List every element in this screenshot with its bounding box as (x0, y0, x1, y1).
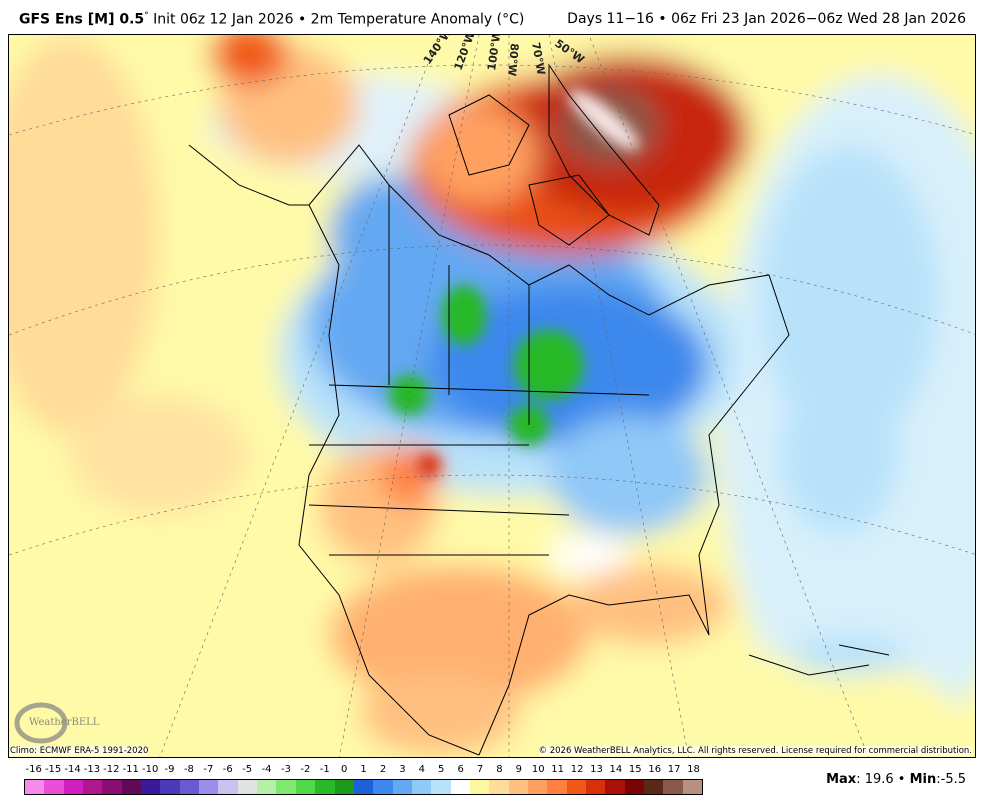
colorbar-tick-label: 3 (399, 764, 406, 775)
colorbar-tick-label: -13 (83, 764, 101, 775)
lon-label: 70°W (529, 41, 548, 76)
colorbar-tick-label: 9 (515, 764, 523, 775)
colorbar-tick-label: -15 (44, 764, 62, 775)
colorbar-tick-label: 13 (590, 764, 603, 775)
colorbar-swatch (566, 780, 586, 794)
colorbar-swatch (605, 780, 625, 794)
climo-note: Climo: ECMWF ERA-5 1991-2020 (10, 746, 149, 756)
colorbar-tick-label: 11 (551, 764, 565, 775)
colorbar-swatch (25, 780, 45, 794)
colorbar-swatch (179, 780, 200, 794)
colorbar-tick-label: -4 (261, 764, 272, 775)
colorbar-swatch (276, 780, 296, 794)
colorbar-swatch (585, 780, 606, 794)
weatherbell-logo: WeatherBELL (14, 702, 100, 744)
model-name: GFS Ens [M] 0.5 (19, 11, 145, 28)
colorbar-swatch (527, 780, 548, 794)
colorbar-tick-label: 15 (628, 764, 642, 775)
colorbar-tick-label: 0 (341, 764, 348, 775)
colorbar-swatch (44, 780, 64, 794)
min-label: Min (909, 772, 937, 787)
colorbar-tick-label: -3 (280, 764, 291, 775)
colorbar-tick-label: 7 (476, 764, 484, 775)
max-min-readout: Max: 19.6 • Min:-5.5 (826, 772, 966, 787)
colorbar-tick-label: -14 (64, 764, 81, 775)
colorbar-swatch (682, 780, 703, 794)
colorbar-tick-label: 14 (609, 764, 623, 775)
colorbar-swatch (450, 780, 470, 794)
colorbar-tick-label: -6 (222, 764, 233, 775)
init-time: Init 06z 12 Jan 2026 (153, 11, 294, 28)
colorbar-tick-label: -5 (242, 764, 253, 775)
colorbar-swatch (295, 780, 316, 794)
map-title: GFS Ens [M] 0.5° Init 06z 12 Jan 2026 • … (19, 11, 524, 28)
max-value: : 19.6 (856, 772, 894, 787)
colorbar-tick-label: -7 (203, 764, 214, 775)
colorbar-swatch (83, 780, 103, 794)
colorbar-swatch (199, 780, 219, 794)
colorbar-swatch (663, 780, 683, 794)
colorbar-swatch (469, 780, 490, 794)
colorbar-tick-label: 8 (496, 764, 503, 775)
map-canvas: 140°W 120°W 100°W 80°W 70°W 50°W Weather… (9, 35, 975, 757)
valid-period: Days 11−16 • 06z Fri 23 Jan 2026−06z Wed… (567, 11, 966, 27)
colorbar-tick-label: 10 (531, 764, 545, 775)
colorbar-tick-label: -16 (25, 764, 42, 775)
colorbar-swatch (353, 780, 374, 794)
coastlines-and-borders (188, 63, 890, 756)
colorbar-tick-label: 12 (570, 764, 584, 775)
anomaly-shading (9, 35, 975, 757)
colorbar-swatch (624, 780, 644, 794)
colorbar-tick-label: 2 (379, 764, 387, 775)
colorbar-tick-label: 6 (457, 764, 464, 775)
colorbar-swatch (218, 780, 238, 794)
colorbar-tick-label: -8 (183, 764, 194, 775)
colorbar-swatch (257, 780, 277, 794)
colorbar-swatch (489, 780, 509, 794)
max-min-separator: • (893, 772, 910, 787)
copyright-note: © 2026 WeatherBELL Analytics, LLC. All r… (538, 746, 972, 756)
colorbar-tick-label: -1 (319, 764, 330, 775)
max-label: Max (826, 772, 857, 787)
colorbar-swatch (121, 780, 142, 794)
colorbar-tick-label: 4 (418, 764, 426, 775)
colorbar-tick-label: -9 (164, 764, 175, 775)
colorbar-tick-label: -11 (122, 764, 139, 775)
colorbar-swatch (63, 780, 84, 794)
colorbar-tick-label: -2 (300, 764, 311, 775)
colorbar-swatch (431, 780, 451, 794)
min-value: :-5.5 (936, 772, 966, 787)
variable-name: 2m Temperature Anomaly (°C) (310, 11, 525, 28)
lon-label: 100°W (485, 35, 504, 71)
colorbar-tick-label: 18 (687, 764, 700, 775)
temperature-anomaly-map: 140°W 120°W 100°W 80°W 70°W 50°W Weather… (8, 34, 976, 758)
svg-text:WeatherBELL: WeatherBELL (29, 717, 100, 728)
colorbar-tick-label: -10 (141, 764, 159, 775)
colorbar-swatch (237, 780, 258, 794)
colorbar-tick-label: -12 (103, 764, 120, 775)
colorbar-swatch (508, 780, 528, 794)
graticule (9, 35, 975, 757)
colorbar-swatch (411, 780, 432, 794)
colorbar-labels: -16 -15 -14 -13 -12 -11 -10 -9 -8 -7 -6 -5 -4 -3 -2 -1 0… (24, 764, 703, 778)
colorbar-swatch (373, 780, 393, 794)
colorbar-tick-label: 1 (360, 764, 367, 775)
colorbar-swatch (392, 780, 412, 794)
colorbar-swatch (315, 780, 335, 794)
colorbar-swatch (644, 780, 664, 794)
colorbar-swatch (334, 780, 354, 794)
colorbar-tick-label: 16 (648, 764, 662, 775)
colorbar-tick-label: 17 (667, 764, 681, 775)
colorbar-swatch (141, 780, 161, 794)
colorbar-tick-label: 5 (438, 764, 445, 775)
title-separator: • (297, 11, 307, 28)
colorbar-swatch (160, 780, 180, 794)
colorbar (24, 779, 703, 795)
lon-label: 80°W (505, 43, 521, 77)
colorbar-swatch (547, 780, 567, 794)
colorbar-swatch (102, 780, 122, 794)
degree-mark: ° (144, 11, 149, 21)
